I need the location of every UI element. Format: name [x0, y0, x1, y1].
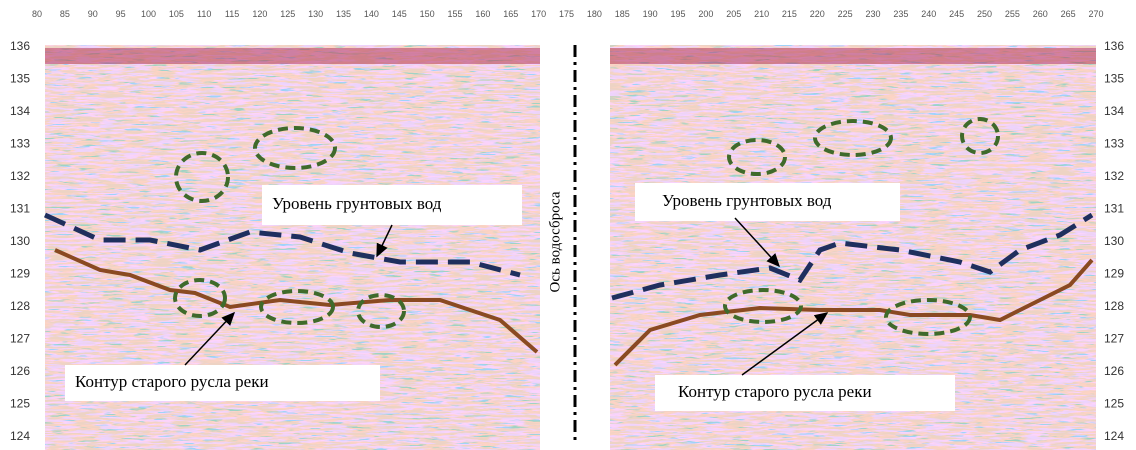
x-tick-label: 185: [615, 9, 630, 19]
x-tick-label: 80: [32, 9, 42, 19]
x-tick-label: 155: [448, 9, 463, 19]
x-tick-label: 160: [475, 9, 490, 19]
x-tick-label: 210: [754, 9, 769, 19]
y-tick-label: 132: [1104, 169, 1124, 183]
x-tick-label: 140: [364, 9, 379, 19]
y-tick-label: 132: [10, 169, 30, 183]
x-tick-label: 165: [503, 9, 518, 19]
x-tick-label: 225: [838, 9, 853, 19]
x-tick-label: 240: [921, 9, 936, 19]
y-tick-label: 130: [10, 234, 30, 248]
x-tick-label: 235: [893, 9, 908, 19]
x-tick-label: 230: [866, 9, 881, 19]
x-tick-label: 195: [670, 9, 685, 19]
y-tick-label: 130: [1104, 234, 1124, 248]
axis-label: Ось водосброса: [547, 191, 563, 292]
y-tick-label: 133: [1104, 137, 1124, 151]
x-tick-label: 125: [280, 9, 295, 19]
interpretation-lines: [43, 117, 1094, 367]
y-tick-label: 127: [10, 332, 30, 346]
x-tick-label: 115: [225, 9, 239, 19]
y-tick-label: 129: [10, 267, 30, 281]
x-tick-label: 90: [88, 9, 98, 19]
y-tick-label: 129: [1104, 267, 1124, 281]
annotation: Контур старого русла реки: [75, 372, 269, 391]
y-tick-label: 136: [10, 39, 30, 53]
x-tick-label: 190: [643, 9, 658, 19]
ticks: 80 85 90 95 100 105 110 115 120 125 130 135 140 145 15…: [10, 9, 1124, 443]
x-tick-label: 150: [420, 9, 435, 19]
annotation: Уровень грунтовых вод: [662, 191, 832, 210]
y-tick-label: 124: [1104, 429, 1124, 443]
y-tick-label: 124: [10, 429, 30, 443]
x-tick-label: 265: [1061, 9, 1076, 19]
y-tick-label: 133: [10, 137, 30, 151]
x-tick-label: 135: [336, 9, 351, 19]
y-tick-label: 125: [10, 397, 30, 411]
x-tick-label: 250: [977, 9, 992, 19]
y-tick-label: 131: [10, 202, 30, 216]
y-tick-label: 128: [1104, 299, 1124, 313]
x-tick-label: 100: [141, 9, 156, 19]
y-tick-label: 125: [1104, 397, 1124, 411]
x-tick-label: 220: [810, 9, 825, 19]
x-tick-label: 245: [949, 9, 964, 19]
x-tick-label: 200: [698, 9, 713, 19]
x-tick-label: 260: [1033, 9, 1048, 19]
y-tick-label: 134: [10, 104, 30, 118]
y-tick-label: 135: [1104, 72, 1124, 86]
x-tick-label: 175: [559, 9, 574, 19]
x-tick-label: 105: [169, 9, 184, 19]
x-tick-label: 180: [587, 9, 602, 19]
x-tick-label: 95: [116, 9, 126, 19]
y-tick-label: 136: [1104, 39, 1124, 53]
x-tick-label: 205: [726, 9, 741, 19]
y-tick-label: 131: [1104, 202, 1124, 216]
x-tick-label: 120: [252, 9, 267, 19]
y-tick-label: 126: [10, 364, 30, 378]
x-tick-label: 110: [197, 9, 211, 19]
x-tick-label: 85: [60, 9, 70, 19]
y-tick-label: 127: [1104, 332, 1124, 346]
annotations: Уровень грунтовых вод Контур старого рус…: [65, 183, 955, 411]
y-tick-label: 126: [1104, 364, 1124, 378]
y-tick-label: 134: [1104, 104, 1124, 118]
x-tick-label: 130: [308, 9, 323, 19]
x-tick-label: 215: [782, 9, 797, 19]
y-tick-label: 135: [10, 72, 30, 86]
annotation: Контур старого русла реки: [678, 382, 872, 401]
y-tick-label: 128: [10, 299, 30, 313]
x-tick-label: 255: [1005, 9, 1020, 19]
annotation: Уровень грунтовых вод: [272, 194, 442, 213]
x-tick-label: 170: [531, 9, 546, 19]
x-tick-label: 270: [1088, 9, 1103, 19]
x-tick-label: 145: [392, 9, 407, 19]
